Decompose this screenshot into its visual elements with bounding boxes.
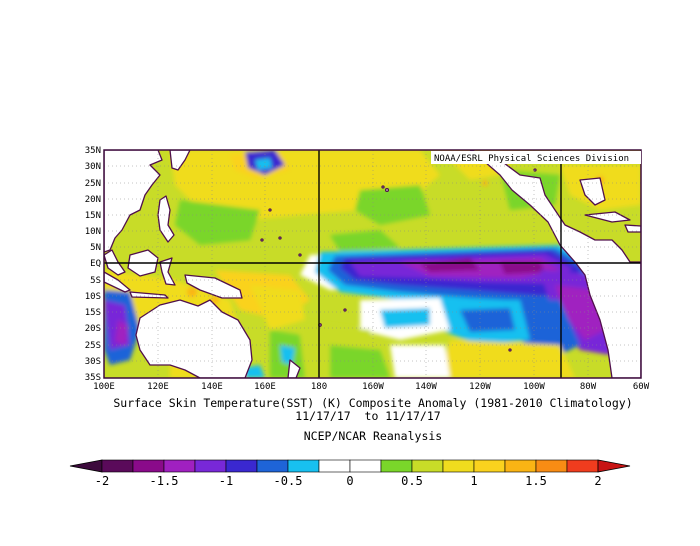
land-new-zealand <box>287 359 301 378</box>
grid-lines <box>104 150 641 378</box>
lon-label: 120W <box>469 382 491 392</box>
colorbar-cell <box>411 459 444 473</box>
lon-label: 140E <box>201 382 223 392</box>
longitude-labels: 100E 120E 140E 160E 180 160W 140W 120W 1… <box>93 382 650 392</box>
caption-title: Surface Skin Temperature(SST) (K) Compos… <box>113 396 632 410</box>
lat-label: 30N <box>85 162 101 172</box>
colorbar-cell <box>349 459 382 473</box>
colorbar: -2 -1.5 -1 -0.5 0 0.5 1 1.5 2 <box>69 459 631 488</box>
lat-label: 15S <box>85 308 101 318</box>
colorbar-cell <box>194 459 227 473</box>
colorbar-cell <box>163 459 196 473</box>
land-asia <box>104 150 163 253</box>
lat-label: 25N <box>85 179 101 189</box>
caption-dates: 11/17/17 to 11/17/17 <box>295 409 440 423</box>
colorbar-label: -0.5 <box>274 474 303 488</box>
land-florida <box>579 177 606 206</box>
colorbar-cell <box>101 459 134 473</box>
lon-label: 180 <box>311 382 327 392</box>
colorbar-cell <box>535 459 568 473</box>
colorbar-cell <box>318 459 351 473</box>
lon-label: 80W <box>580 382 597 392</box>
lat-label: 35N <box>85 146 101 156</box>
lon-label: 60W <box>633 382 650 392</box>
lon-label: 140W <box>415 382 437 392</box>
colorbar-label: 2 <box>594 474 601 488</box>
lon-label: 160W <box>362 382 384 392</box>
sst-anomaly-map: NOAA/ESRL Physical Sciences Division 35N… <box>85 146 650 392</box>
colorbar-label: -2 <box>95 474 109 488</box>
colorbar-labels: -2 -1.5 -1 -0.5 0 0.5 1 1.5 2 <box>95 474 602 488</box>
lat-label: 20N <box>85 195 101 205</box>
caption-source: NCEP/NCAR Reanalysis <box>304 429 442 443</box>
land-americas <box>469 150 641 378</box>
lon-label: 100E <box>93 382 115 392</box>
lat-label: EQ <box>90 259 101 269</box>
land-sulawesi <box>159 257 176 286</box>
colorbar-cell <box>380 459 413 473</box>
lon-label: 120E <box>147 382 169 392</box>
colorbar-cells <box>101 459 599 473</box>
colorbar-cell <box>225 459 258 473</box>
colorbar-cell <box>132 459 165 473</box>
latitude-labels: 35N 30N 25N 20N 15N 10N 5N EQ 5S 10S 15S… <box>85 146 101 383</box>
land-japan <box>169 150 191 171</box>
lon-label: 160E <box>254 382 276 392</box>
lat-label: 10N <box>85 227 101 237</box>
land-new-guinea <box>184 274 243 299</box>
colorbar-label: -1.5 <box>150 474 179 488</box>
lat-label: 5S <box>90 276 101 286</box>
colorbar-cell <box>287 459 320 473</box>
land-australia <box>135 299 253 378</box>
colorbar-label: 1.5 <box>525 474 547 488</box>
lat-label: 20S <box>85 324 101 334</box>
anomaly-fill <box>104 150 641 378</box>
map-frame <box>103 149 642 379</box>
colorbar-over-arrow <box>597 459 631 473</box>
lat-label: 15N <box>85 211 101 221</box>
lat-label: 35S <box>85 373 101 383</box>
lon-label: 100W <box>523 382 545 392</box>
colorbar-cell <box>256 459 289 473</box>
colorbar-label: -1 <box>219 474 233 488</box>
lat-label: 10S <box>85 292 101 302</box>
colorbar-cell <box>566 459 599 473</box>
land-philippines <box>157 195 175 243</box>
credit-text: NOAA/ESRL Physical Sciences Division <box>434 154 629 164</box>
lat-label: 5N <box>90 243 101 253</box>
credit-box <box>431 151 641 164</box>
colorbar-label: 1 <box>470 474 477 488</box>
colorbar-label: 0.5 <box>401 474 423 488</box>
lat-label: 25S <box>85 341 101 351</box>
lat-label: 30S <box>85 357 101 367</box>
land-caribbean <box>584 211 631 223</box>
land-java <box>129 291 169 299</box>
colorbar-label: 0 <box>346 474 353 488</box>
colorbar-under-arrow <box>69 459 103 473</box>
colorbar-cell <box>504 459 537 473</box>
caption: Surface Skin Temperature(SST) (K) Compos… <box>113 396 632 443</box>
colorbar-cell <box>473 459 506 473</box>
land-sumatra <box>104 271 131 293</box>
land-hispaniola <box>624 224 641 233</box>
colorbar-cell <box>442 459 475 473</box>
land-masses <box>104 150 641 378</box>
